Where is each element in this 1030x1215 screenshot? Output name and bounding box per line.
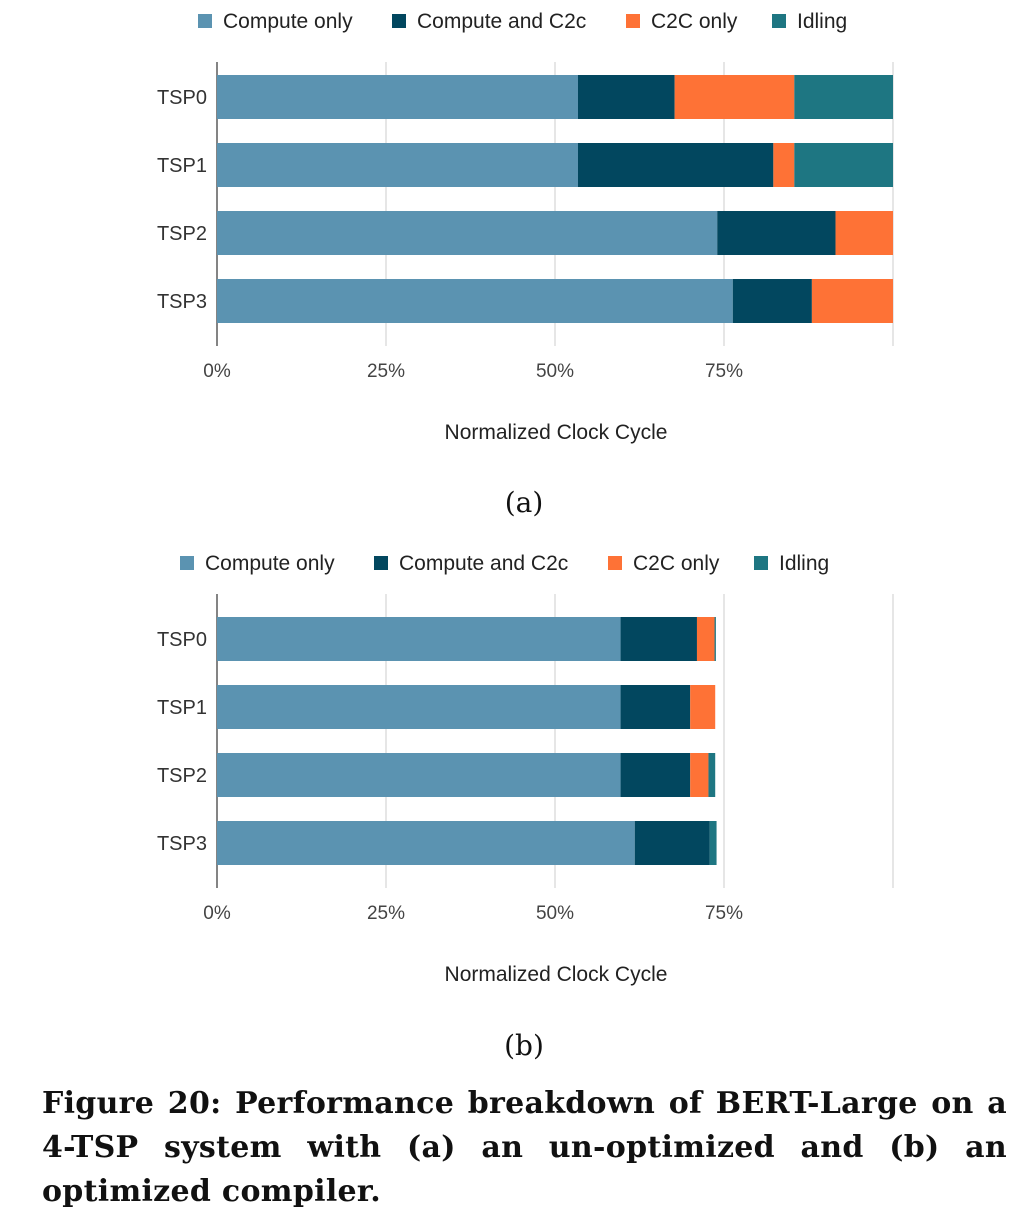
bar-segment bbox=[217, 143, 578, 187]
panel-label: (a) bbox=[505, 486, 544, 519]
bar-segment bbox=[217, 753, 621, 797]
bar-segment bbox=[577, 75, 675, 119]
bar-segment bbox=[620, 617, 697, 661]
legend-label: C2C only bbox=[633, 552, 720, 575]
figure-canvas: Compute only Compute and C2c C2C only Idlin… bbox=[157, 10, 894, 1062]
category-label: TSP0 bbox=[157, 629, 207, 651]
category-label: TSP0 bbox=[157, 87, 207, 109]
figure-caption: Figure 20: Performance breakdown of BERT… bbox=[42, 1086, 1007, 1209]
panel-label: (b) bbox=[504, 1029, 544, 1062]
bar-segment bbox=[217, 211, 718, 255]
legend-swatch bbox=[392, 14, 406, 28]
x-axis-label: Normalized Clock Cycle bbox=[445, 963, 668, 986]
bar-segment bbox=[634, 821, 710, 865]
legend-label: C2C only bbox=[651, 10, 738, 33]
chart-panel-b: Compute only Compute and C2c C2C only Idlin… bbox=[157, 552, 894, 1062]
legend-label: Compute and C2c bbox=[399, 552, 568, 575]
bar-segment bbox=[811, 279, 893, 323]
bar-segment bbox=[674, 75, 795, 119]
bar-segment bbox=[714, 617, 716, 661]
category-label: TSP1 bbox=[157, 155, 207, 177]
category-label: TSP2 bbox=[157, 765, 207, 787]
chart-panel-a: Compute only Compute and C2c C2C only Idlin… bbox=[157, 10, 894, 519]
legend-swatch bbox=[180, 556, 194, 570]
legend-label: Compute only bbox=[223, 10, 353, 33]
category-label: TSP1 bbox=[157, 697, 207, 719]
legend-label: Compute only bbox=[205, 552, 335, 575]
legend-swatch bbox=[626, 14, 640, 28]
bar-segment bbox=[577, 143, 774, 187]
bar-segment bbox=[217, 279, 733, 323]
bar-segment bbox=[709, 821, 717, 865]
legend-swatch bbox=[772, 14, 786, 28]
bar-segment bbox=[708, 753, 716, 797]
x-tick-label: 75% bbox=[705, 361, 743, 382]
category-label: TSP3 bbox=[157, 833, 207, 855]
legend-label: Idling bbox=[797, 10, 847, 33]
category-label: TSP2 bbox=[157, 223, 207, 245]
x-axis-label: Normalized Clock Cycle bbox=[445, 421, 668, 444]
bar-segment bbox=[773, 143, 795, 187]
x-tick-label: 50% bbox=[536, 361, 574, 382]
bar-segment bbox=[217, 685, 621, 729]
x-tick-label: 25% bbox=[367, 361, 405, 382]
legend-label: Idling bbox=[779, 552, 829, 575]
bar-segment bbox=[620, 685, 691, 729]
bar-segment bbox=[217, 821, 635, 865]
bar-segment bbox=[696, 617, 715, 661]
bar-segment bbox=[690, 753, 709, 797]
bar-segment bbox=[794, 143, 893, 187]
x-tick-label: 75% bbox=[705, 903, 743, 924]
x-tick-label: 0% bbox=[203, 903, 231, 924]
x-tick-label: 50% bbox=[536, 903, 574, 924]
bar-segment bbox=[732, 279, 812, 323]
bar-segment bbox=[835, 211, 893, 255]
legend-swatch bbox=[608, 556, 622, 570]
bar-segment bbox=[794, 75, 893, 119]
bar-segment bbox=[620, 753, 691, 797]
legend-label: Compute and C2c bbox=[417, 10, 586, 33]
x-tick-label: 0% bbox=[203, 361, 231, 382]
bar-segment bbox=[217, 75, 578, 119]
legend-swatch bbox=[374, 556, 388, 570]
legend-swatch bbox=[198, 14, 212, 28]
bar-segment bbox=[717, 211, 836, 255]
category-label: TSP3 bbox=[157, 291, 207, 313]
bar-segment bbox=[690, 685, 716, 729]
x-tick-label: 25% bbox=[367, 903, 405, 924]
legend-swatch bbox=[754, 556, 768, 570]
bar-segment bbox=[217, 617, 621, 661]
